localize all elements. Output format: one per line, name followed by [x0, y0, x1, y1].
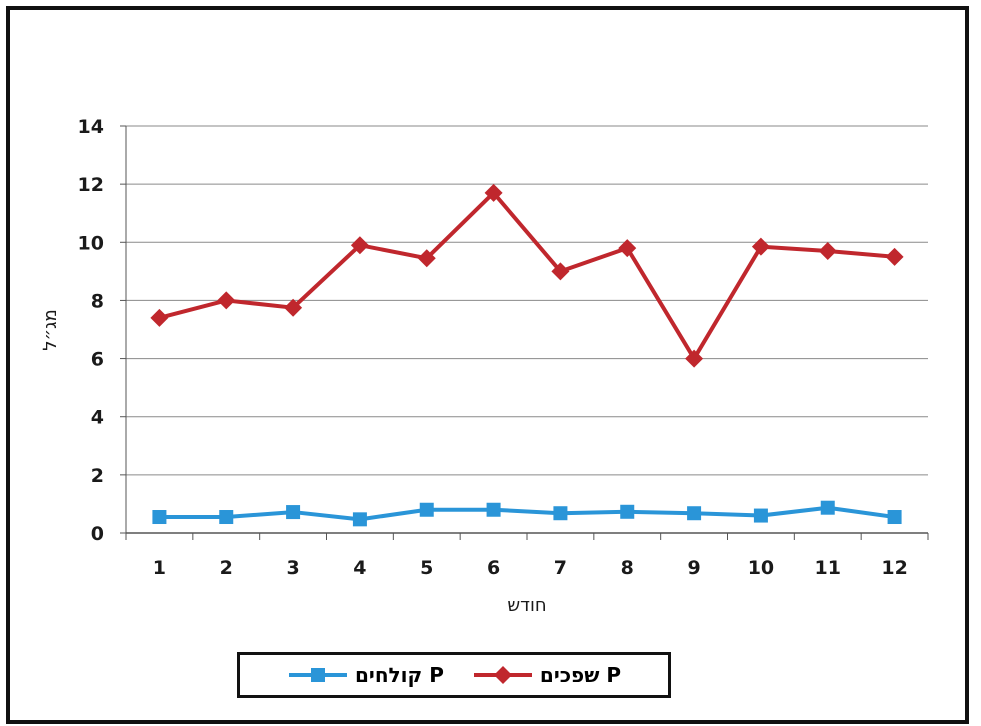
data-point-square: [820, 500, 835, 515]
data-point-diamond: [618, 239, 637, 258]
data-point-square: [887, 510, 902, 525]
x-tick-label: 4: [353, 557, 366, 579]
data-point-square: [219, 510, 234, 525]
data-point-square: [352, 512, 367, 527]
chart-frame: 0 2 4 6 8 10 12 14 1 2 3 4 5 6 7 8 9 10 11 12 חודש מג״ל: [6, 6, 969, 724]
data-point-diamond: [350, 236, 369, 255]
legend-swatch-square-icon: [289, 668, 347, 682]
x-axis-title: חודש: [507, 595, 546, 616]
data-point-diamond: [417, 249, 436, 268]
data-point-diamond: [284, 298, 303, 317]
y-tick-label: 10: [78, 232, 104, 254]
data-point-diamond: [685, 349, 704, 368]
data-point-square: [152, 510, 167, 525]
x-tick-label: 3: [286, 557, 299, 579]
x-tick-label: 8: [621, 557, 634, 579]
data-point-square: [687, 506, 702, 521]
data-point-diamond: [484, 183, 503, 202]
legend-item-sewage: P שפכים: [472, 663, 621, 687]
y-tick-label: 8: [91, 290, 104, 312]
data-point-square: [620, 504, 635, 519]
x-tick-label: 1: [153, 557, 166, 579]
x-tick-label: 11: [815, 557, 841, 579]
data-point-square: [753, 508, 768, 523]
y-tick-label: 6: [91, 349, 104, 371]
data-point-diamond: [217, 291, 236, 310]
x-tick-label: 2: [220, 557, 233, 579]
y-tick-label: 2: [91, 465, 104, 487]
data-point-diamond: [818, 242, 837, 261]
data-point-diamond: [150, 308, 169, 327]
y-tick-label: 14: [78, 116, 104, 138]
x-tick-label: 5: [420, 557, 433, 579]
x-tick-label: 12: [881, 557, 907, 579]
legend-label-effluent: P קולחים: [355, 663, 444, 687]
x-tick-label: 6: [487, 557, 500, 579]
data-point-diamond: [551, 262, 570, 281]
legend-label-sewage: P שפכים: [539, 663, 621, 687]
legend: P קולחים P שפכים: [237, 652, 671, 698]
data-point-diamond: [751, 237, 770, 256]
y-tick-label: 4: [91, 407, 104, 429]
legend-item-effluent: P קולחים: [287, 663, 444, 687]
x-tick-label: 9: [687, 557, 700, 579]
x-tick-label: 10: [748, 557, 774, 579]
data-point-square: [486, 502, 501, 517]
x-tick-label: 7: [554, 557, 567, 579]
y-tick-label: 0: [91, 523, 104, 545]
series-line: [159, 505, 895, 522]
data-point-square: [553, 506, 568, 521]
data-point-diamond: [885, 247, 904, 266]
data-point-square: [286, 505, 301, 520]
data-point-square: [419, 502, 434, 517]
y-tick-label: 12: [78, 174, 104, 196]
y-axis-title: מג״ל: [40, 309, 61, 350]
series-line: [158, 190, 895, 361]
legend-swatch-diamond-icon: [473, 666, 532, 684]
